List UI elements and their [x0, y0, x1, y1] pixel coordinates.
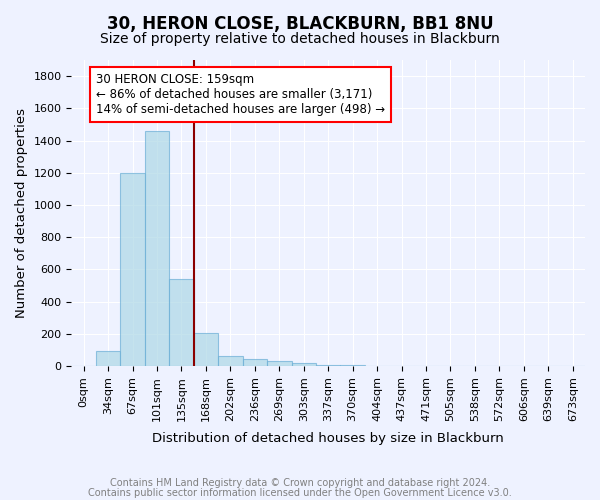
- Y-axis label: Number of detached properties: Number of detached properties: [15, 108, 28, 318]
- Text: Contains public sector information licensed under the Open Government Licence v3: Contains public sector information licen…: [88, 488, 512, 498]
- Bar: [267, 362, 292, 366]
- Bar: [169, 279, 194, 366]
- Text: 30, HERON CLOSE, BLACKBURN, BB1 8NU: 30, HERON CLOSE, BLACKBURN, BB1 8NU: [107, 15, 493, 33]
- Bar: [218, 356, 242, 366]
- Text: Contains HM Land Registry data © Crown copyright and database right 2024.: Contains HM Land Registry data © Crown c…: [110, 478, 490, 488]
- Bar: [194, 333, 218, 366]
- Text: 30 HERON CLOSE: 159sqm
← 86% of detached houses are smaller (3,171)
14% of semi-: 30 HERON CLOSE: 159sqm ← 86% of detached…: [96, 73, 385, 116]
- Bar: [316, 364, 340, 366]
- Bar: [145, 131, 169, 366]
- X-axis label: Distribution of detached houses by size in Blackburn: Distribution of detached houses by size …: [152, 432, 504, 445]
- Text: Size of property relative to detached houses in Blackburn: Size of property relative to detached ho…: [100, 32, 500, 46]
- Bar: [292, 363, 316, 366]
- Bar: [96, 351, 121, 366]
- Bar: [242, 359, 267, 366]
- Bar: [121, 173, 145, 366]
